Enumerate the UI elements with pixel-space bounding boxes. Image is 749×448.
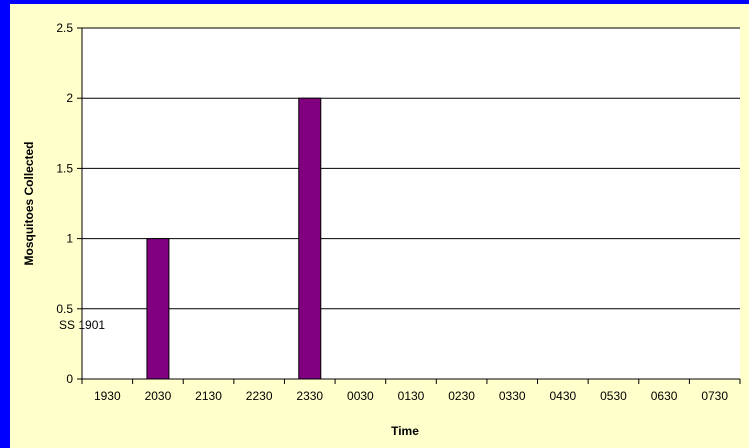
x-tick-label: 0530 xyxy=(600,389,627,403)
x-tick-label: 2030 xyxy=(145,389,172,403)
annotation-label: SS 1901 xyxy=(59,318,105,332)
x-tick-labels: 1930 2030 2130 2230 2330 0030 0130 0230 0330 0430… xyxy=(81,379,741,403)
x-tick-label: 2330 xyxy=(296,389,323,403)
y-tick-label: 2 xyxy=(66,91,73,105)
x-tick-label: 0730 xyxy=(701,389,728,403)
y-tick-label: 0.5 xyxy=(56,302,73,316)
gridlines xyxy=(82,27,740,310)
bar xyxy=(146,238,170,380)
x-tick-label: 0230 xyxy=(448,389,475,403)
x-tick-label: 0130 xyxy=(398,389,425,403)
y-tick-label: 1.5 xyxy=(56,161,73,175)
y-tick-labels: 0 0.5 1 1.5 2 2.5 xyxy=(56,21,82,386)
x-tick-label: 1930 xyxy=(94,389,121,403)
y-tick-label: 2.5 xyxy=(56,21,73,35)
axes xyxy=(81,28,740,380)
x-tick-label: 2230 xyxy=(246,389,273,403)
y-tick-label: 1 xyxy=(66,232,73,246)
x-axis-title: Time xyxy=(391,424,419,438)
y-tick-label: 0 xyxy=(66,372,73,386)
bar xyxy=(298,97,322,380)
x-tick-label: 0030 xyxy=(347,389,374,403)
x-tick-label: 2130 xyxy=(195,389,222,403)
y-axis-title: Mosquitoes Collected xyxy=(22,141,36,265)
plot-area xyxy=(82,28,740,379)
x-tick-label: 0630 xyxy=(651,389,678,403)
x-tick-label: 0330 xyxy=(499,389,526,403)
x-tick-label: 0430 xyxy=(549,389,576,403)
